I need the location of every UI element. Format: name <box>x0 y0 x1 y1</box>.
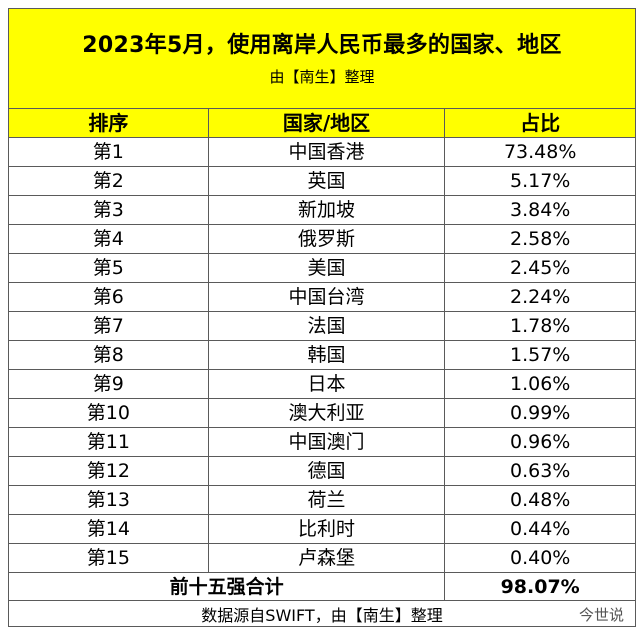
region-cell: 卢森堡 <box>209 544 446 572</box>
watermark: 今世说 <box>575 604 627 625</box>
table-row: 第15 卢森堡 0.40% <box>8 544 637 573</box>
region-cell: 法国 <box>209 312 446 340</box>
rank-cell: 第14 <box>9 515 209 543</box>
total-value: 98.07% <box>445 573 636 600</box>
region-cell: 英国 <box>209 167 446 195</box>
region-cell: 中国澳门 <box>209 428 446 456</box>
share-cell: 5.17% <box>445 167 637 195</box>
share-cell: 2.24% <box>445 283 637 311</box>
rank-cell: 第1 <box>9 138 209 166</box>
rank-cell: 第12 <box>9 457 209 485</box>
header-rank: 排序 <box>9 109 209 137</box>
region-cell: 荷兰 <box>209 486 446 514</box>
rank-cell: 第4 <box>9 225 209 253</box>
share-cell: 1.06% <box>445 370 637 398</box>
share-cell: 0.44% <box>445 515 637 543</box>
header-share: 占比 <box>445 109 637 137</box>
table-row: 第7 法国 1.78% <box>8 312 637 341</box>
ranking-table: 2023年5月，使用离岸人民币最多的国家、地区 由【南生】整理 排序 国家/地区… <box>8 8 637 633</box>
table-row: 第6 中国台湾 2.24% <box>8 283 637 312</box>
table-row: 第9 日本 1.06% <box>8 370 637 399</box>
share-cell: 0.96% <box>445 428 637 456</box>
region-cell: 俄罗斯 <box>209 225 446 253</box>
region-cell: 新加坡 <box>209 196 446 224</box>
table-row: 第5 美国 2.45% <box>8 254 637 283</box>
table-row: 第13 荷兰 0.48% <box>8 486 637 515</box>
table-row: 第4 俄罗斯 2.58% <box>8 225 637 254</box>
header-region: 国家/地区 <box>209 109 446 137</box>
region-cell: 中国台湾 <box>209 283 446 311</box>
share-cell: 0.40% <box>445 544 637 572</box>
share-cell: 2.58% <box>445 225 637 253</box>
table-row: 第12 德国 0.63% <box>8 457 637 486</box>
share-cell: 0.48% <box>445 486 637 514</box>
rank-cell: 第6 <box>9 283 209 311</box>
share-cell: 2.45% <box>445 254 637 282</box>
share-cell: 0.99% <box>445 399 637 427</box>
total-label: 前十五强合计 <box>9 573 446 600</box>
table-row: 第14 比利时 0.44% <box>8 515 637 544</box>
region-cell: 日本 <box>209 370 446 398</box>
table-row: 第8 韩国 1.57% <box>8 341 637 370</box>
share-cell: 3.84% <box>445 196 637 224</box>
rank-cell: 第8 <box>9 341 209 369</box>
share-cell: 1.78% <box>445 312 637 340</box>
table-row: 第3 新加坡 3.84% <box>8 196 637 225</box>
title-block: 2023年5月，使用离岸人民币最多的国家、地区 由【南生】整理 <box>8 8 636 109</box>
region-cell: 美国 <box>209 254 446 282</box>
source-note-text: 数据源自SWIFT，由【南生】整理 <box>201 605 443 625</box>
rank-cell: 第9 <box>9 370 209 398</box>
rank-cell: 第5 <box>9 254 209 282</box>
rank-cell: 第13 <box>9 486 209 514</box>
table-row: 第10 澳大利亚 0.99% <box>8 399 637 428</box>
table-row: 第1 中国香港 73.48% <box>8 138 637 167</box>
region-cell: 比利时 <box>209 515 446 543</box>
share-cell: 73.48% <box>445 138 637 166</box>
region-cell: 韩国 <box>209 341 446 369</box>
share-cell: 1.57% <box>445 341 637 369</box>
table-body: 第1 中国香港 73.48% 第2 英国 5.17% 第3 新加坡 3.84% 第4 俄罗斯 2.58… <box>8 138 637 573</box>
region-cell: 中国香港 <box>209 138 446 166</box>
rank-cell: 第2 <box>9 167 209 195</box>
table-subtitle: 由【南生】整理 <box>269 68 375 86</box>
source-note: 数据源自SWIFT，由【南生】整理 今世说 <box>8 601 636 627</box>
total-row: 前十五强合计 98.07% <box>8 573 636 601</box>
rank-cell: 第3 <box>9 196 209 224</box>
region-cell: 德国 <box>209 457 446 485</box>
rank-cell: 第15 <box>9 544 209 572</box>
table-row: 第2 英国 5.17% <box>8 167 637 196</box>
header-row: 排序 国家/地区 占比 <box>8 109 637 138</box>
rank-cell: 第10 <box>9 399 209 427</box>
table-title: 2023年5月，使用离岸人民币最多的国家、地区 <box>82 33 562 58</box>
rank-cell: 第11 <box>9 428 209 456</box>
region-cell: 澳大利亚 <box>209 399 446 427</box>
table-row: 第11 中国澳门 0.96% <box>8 428 637 457</box>
share-cell: 0.63% <box>445 457 637 485</box>
rank-cell: 第7 <box>9 312 209 340</box>
